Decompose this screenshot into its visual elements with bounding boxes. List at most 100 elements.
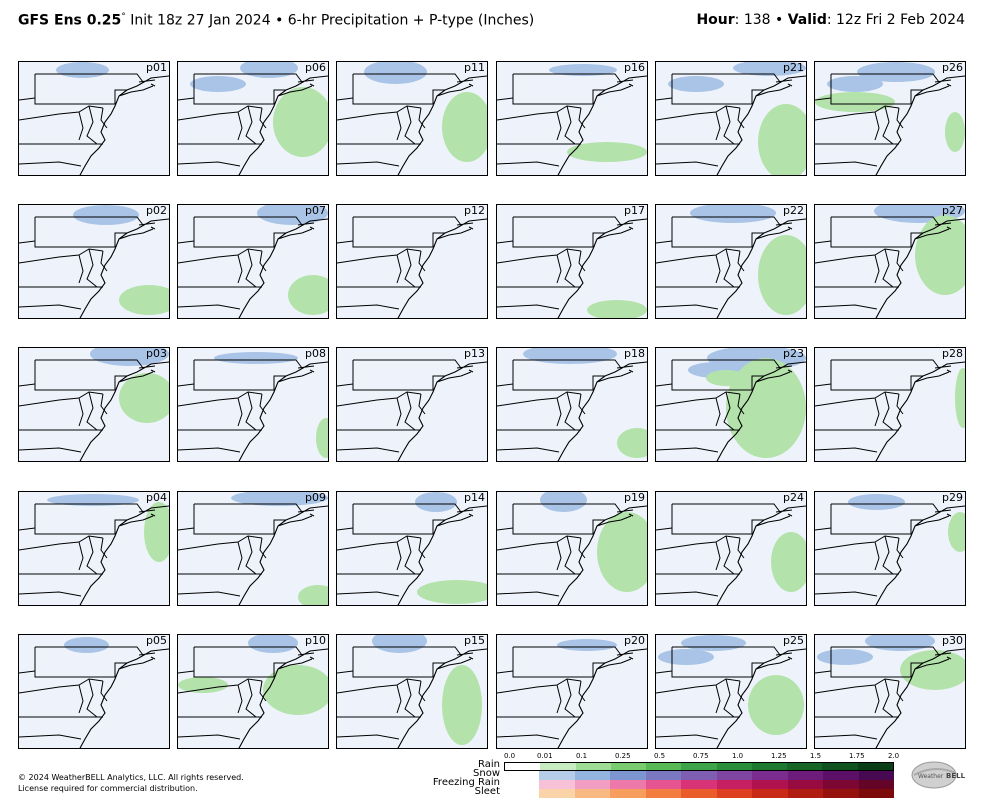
coastline — [716, 361, 806, 461]
state-border — [578, 107, 586, 129]
map-graphic — [19, 205, 169, 318]
rain-area — [758, 235, 806, 315]
copyright-footer: © 2024 WeatherBELL Analytics, LLC. All r… — [18, 772, 244, 794]
member-label: p20 — [624, 634, 645, 647]
snow-area — [257, 205, 328, 225]
state-border — [715, 541, 721, 571]
state-border — [656, 97, 673, 101]
state-border — [114, 232, 127, 247]
state-border — [178, 161, 241, 167]
coastline — [875, 361, 965, 461]
hour-label: Hour — [696, 12, 735, 28]
snow-area — [214, 352, 298, 364]
snow-area — [64, 637, 109, 653]
map-graphic — [497, 205, 647, 318]
legend-color-cell — [504, 771, 540, 780]
land-area — [337, 635, 487, 748]
snow-area — [827, 76, 883, 92]
rain-area — [298, 585, 328, 605]
state-border — [114, 89, 127, 104]
state-border — [404, 678, 416, 718]
state-border — [874, 541, 880, 571]
legend-row-label: Freezing Rain — [432, 777, 500, 788]
snow-area — [47, 494, 139, 506]
coastline — [238, 75, 328, 175]
state-border — [352, 647, 433, 678]
state-border — [353, 73, 462, 83]
rain-area — [955, 368, 965, 428]
state-border — [592, 519, 605, 534]
state-border — [194, 73, 303, 83]
state-border — [178, 383, 195, 387]
coastline — [79, 648, 169, 748]
coastline — [79, 361, 169, 461]
state-border — [114, 375, 127, 390]
member-label: p21 — [783, 61, 804, 74]
chart-title: GFS Ens 0.25° Init 18z 27 Jan 2024 • 6-h… — [18, 12, 534, 29]
map-graphic — [178, 62, 328, 175]
map-graphic — [19, 492, 169, 605]
map-panel-p26: p26 — [814, 61, 966, 176]
legend-tick-label: 2.0 — [888, 752, 900, 760]
coastline — [557, 218, 647, 318]
rain-area — [597, 512, 647, 592]
state-border — [337, 527, 354, 531]
coastline — [875, 218, 965, 318]
map-panel-p30: p30 — [814, 634, 966, 749]
coastline — [238, 218, 328, 318]
state-border — [815, 670, 832, 674]
title-description: Init 18z 27 Jan 2024 • 6-hr Precipitatio… — [125, 12, 535, 29]
rain-area — [948, 512, 965, 552]
state-border — [193, 360, 274, 391]
legend-tick-label: 0.75 — [693, 752, 709, 760]
state-border — [178, 97, 195, 101]
land-area — [656, 205, 806, 318]
rain-area — [316, 418, 328, 458]
state-border — [513, 646, 622, 656]
state-border — [715, 111, 721, 141]
legend-color-cell — [681, 771, 717, 780]
snow-area — [190, 76, 246, 92]
rain-area — [288, 275, 328, 315]
state-border — [404, 105, 416, 145]
state-border — [512, 647, 593, 678]
legend-color-cell — [716, 771, 753, 780]
snow-area — [364, 62, 427, 84]
snow-area — [549, 64, 617, 76]
state-border — [100, 107, 108, 129]
state-border — [237, 397, 243, 427]
state-border — [896, 393, 904, 415]
rain-area — [417, 580, 487, 604]
state-border — [564, 105, 576, 145]
map-graphic — [815, 348, 965, 461]
land-area — [815, 492, 965, 605]
member-label: p24 — [783, 491, 804, 504]
degree-symbol: ° — [121, 12, 126, 22]
legend-color-bar — [504, 762, 894, 771]
map-panel-p09: p09 — [177, 491, 329, 606]
rain-area — [900, 650, 965, 690]
state-border — [831, 216, 940, 226]
state-border — [19, 240, 36, 244]
map-panel-p12: p12 — [336, 204, 488, 319]
state-border — [672, 359, 781, 369]
state-border — [418, 680, 426, 702]
map-graphic — [656, 205, 806, 318]
map-panel-p15: p15 — [336, 634, 488, 749]
map-graphic — [19, 62, 169, 175]
state-border — [723, 678, 735, 718]
state-border — [418, 537, 426, 559]
map-graphic — [337, 492, 487, 605]
coastline — [716, 505, 806, 605]
legend-tick-label: 1.25 — [771, 752, 787, 760]
land-area — [178, 205, 328, 318]
state-border — [737, 393, 745, 415]
state-border — [656, 734, 719, 740]
state-border — [815, 304, 878, 310]
coastline — [238, 648, 328, 748]
legend-tick-label: 0.25 — [615, 752, 631, 760]
state-border — [178, 591, 241, 597]
map-graphic — [497, 635, 647, 748]
legend-row-label: Sleet — [474, 786, 500, 797]
state-border — [882, 105, 894, 145]
